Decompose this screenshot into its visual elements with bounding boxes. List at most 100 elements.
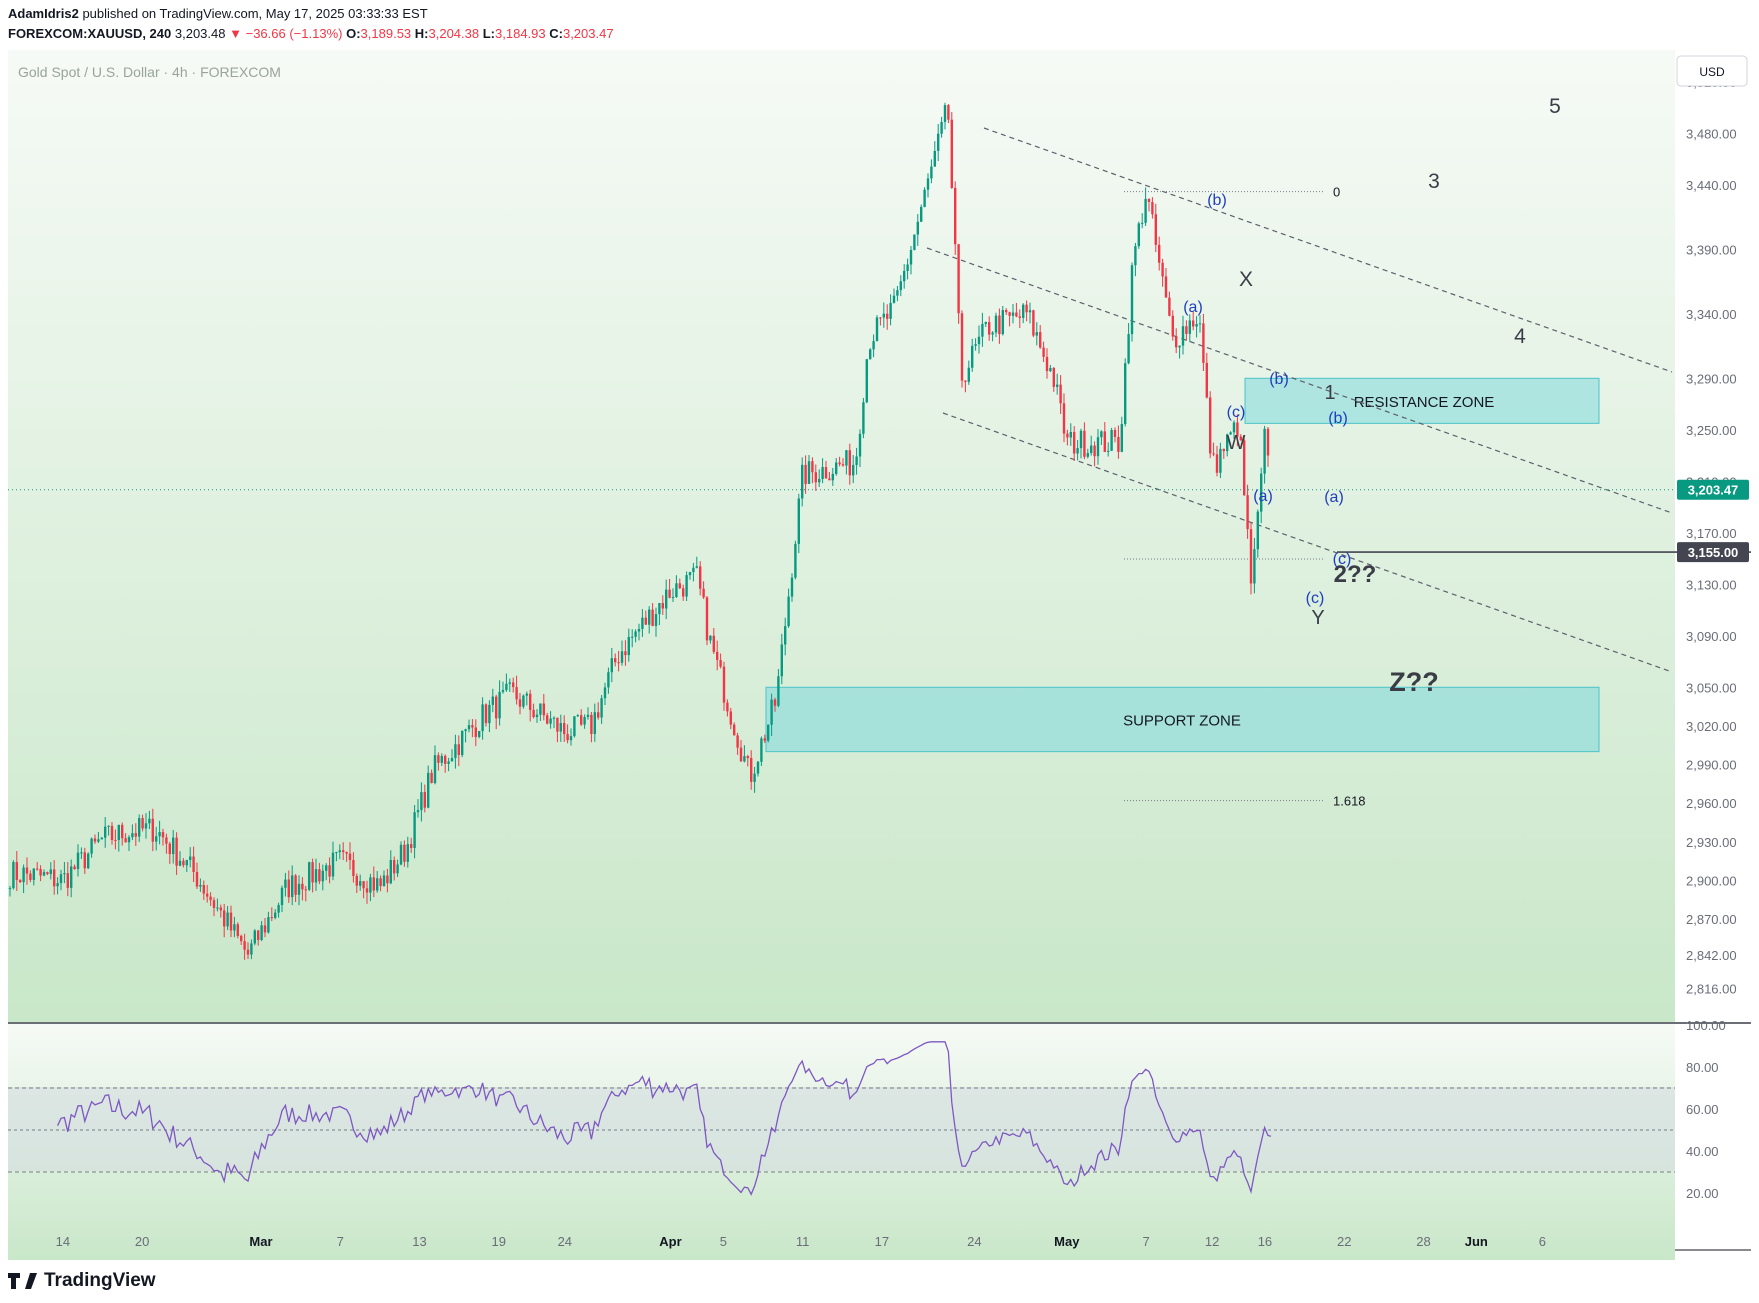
candle-body bbox=[1032, 310, 1035, 336]
candle-body bbox=[342, 850, 345, 853]
y-tick-label: 3,480.00 bbox=[1686, 127, 1737, 142]
candle-body bbox=[634, 631, 637, 637]
candle-body bbox=[1103, 431, 1106, 452]
candle-body bbox=[1025, 304, 1028, 313]
candle-body bbox=[151, 818, 154, 842]
candle-body bbox=[36, 868, 39, 870]
wave-label: 4 bbox=[1514, 325, 1526, 348]
symbol-label[interactable]: FOREXCOM:XAUUSD, 240 bbox=[8, 26, 172, 41]
candle-body bbox=[219, 907, 222, 911]
candle-body bbox=[42, 872, 46, 876]
candle-body bbox=[590, 714, 593, 734]
candle-body bbox=[620, 651, 624, 663]
rsi-tick-label: 80.00 bbox=[1686, 1060, 1719, 1075]
candle-body bbox=[1147, 198, 1151, 203]
subwave-label: (a) bbox=[1183, 299, 1203, 316]
subwave-label: (b) bbox=[1328, 410, 1348, 427]
candle-body bbox=[185, 860, 188, 866]
subwave-label: (b) bbox=[1207, 192, 1227, 209]
candle-body bbox=[804, 464, 807, 484]
candle-body bbox=[1198, 323, 1202, 325]
candle-body bbox=[365, 888, 369, 893]
candle-body bbox=[76, 852, 80, 870]
candle-body bbox=[542, 703, 545, 716]
candle-body bbox=[362, 881, 365, 889]
candle-body bbox=[913, 234, 916, 250]
candle-body bbox=[328, 865, 331, 877]
candle-body bbox=[770, 699, 773, 725]
tradingview-logo[interactable]: TradingView bbox=[8, 1270, 156, 1292]
candle-body bbox=[250, 943, 253, 955]
candle-body bbox=[59, 874, 63, 884]
x-tick-label: 16 bbox=[1258, 1234, 1272, 1249]
candle-body bbox=[464, 729, 467, 732]
candle-body bbox=[1110, 429, 1113, 451]
candle-body bbox=[845, 450, 848, 466]
candle-body bbox=[607, 672, 610, 688]
candle-body bbox=[406, 844, 409, 862]
candle-body bbox=[1083, 430, 1086, 457]
candle-body bbox=[984, 322, 987, 324]
candle-body bbox=[1028, 310, 1032, 313]
last-price-tag-label: 3,203.47 bbox=[1688, 483, 1739, 498]
candle-body bbox=[447, 761, 450, 764]
candle-body bbox=[957, 244, 960, 314]
candle-body bbox=[1253, 549, 1256, 584]
candle-body bbox=[739, 747, 743, 762]
candle-body bbox=[1222, 448, 1225, 452]
candle-body bbox=[631, 636, 634, 638]
candle-body bbox=[872, 341, 875, 350]
candle-body bbox=[903, 270, 906, 282]
candle-body bbox=[1107, 450, 1110, 452]
author-name[interactable]: AdamIdris2 bbox=[8, 6, 79, 21]
candle-body bbox=[352, 860, 355, 876]
candle-body bbox=[311, 862, 314, 883]
candle-body bbox=[576, 715, 579, 717]
candle-body bbox=[165, 837, 168, 844]
candle-body bbox=[1069, 431, 1072, 438]
open-value: 3,189.53 bbox=[360, 26, 412, 41]
x-tick-label: 22 bbox=[1337, 1234, 1351, 1249]
currency-button[interactable] bbox=[1676, 55, 1748, 87]
resistance-zone bbox=[1244, 377, 1600, 424]
x-tick-label: 11 bbox=[796, 1234, 810, 1249]
candle-body bbox=[821, 467, 824, 480]
x-tick-label: 17 bbox=[875, 1234, 889, 1249]
candle-body bbox=[423, 792, 426, 808]
wave-label: X bbox=[1239, 268, 1253, 291]
candle-body bbox=[580, 715, 583, 725]
fib-label: 1.618 bbox=[1333, 794, 1366, 809]
candle-body bbox=[960, 313, 964, 381]
candle-body bbox=[199, 885, 202, 887]
candle-body bbox=[916, 221, 919, 235]
candle-body bbox=[1086, 453, 1089, 457]
candle-body bbox=[563, 723, 566, 735]
candle-body bbox=[882, 313, 885, 318]
candle-body bbox=[56, 883, 59, 887]
candle-body bbox=[240, 935, 243, 942]
candle-body bbox=[512, 682, 515, 688]
candle-body bbox=[780, 644, 783, 677]
candle-body bbox=[107, 825, 110, 827]
candle-body bbox=[1246, 495, 1249, 530]
candle-body bbox=[263, 925, 267, 933]
candle-body bbox=[688, 572, 692, 576]
subwave-label: (a) bbox=[1253, 488, 1273, 505]
candle-body bbox=[399, 844, 403, 865]
candle-body bbox=[831, 473, 834, 481]
candle-body bbox=[1059, 384, 1062, 404]
y-tick-label: 3,290.00 bbox=[1686, 371, 1737, 386]
chart-title: Gold Spot / U.S. Dollar · 4h · FOREXCOM bbox=[18, 64, 281, 80]
candle-body bbox=[260, 925, 263, 941]
open-label: O: bbox=[346, 26, 361, 41]
candle-body bbox=[410, 844, 413, 848]
candle-body bbox=[117, 824, 120, 841]
x-tick-label: 19 bbox=[492, 1234, 506, 1249]
candle-body bbox=[1124, 363, 1127, 425]
candle-body bbox=[773, 699, 777, 706]
candle-body bbox=[838, 462, 841, 465]
last-price-tag bbox=[1677, 479, 1749, 500]
subwave-label: (b) bbox=[1269, 371, 1289, 388]
candle-body bbox=[1151, 202, 1154, 215]
